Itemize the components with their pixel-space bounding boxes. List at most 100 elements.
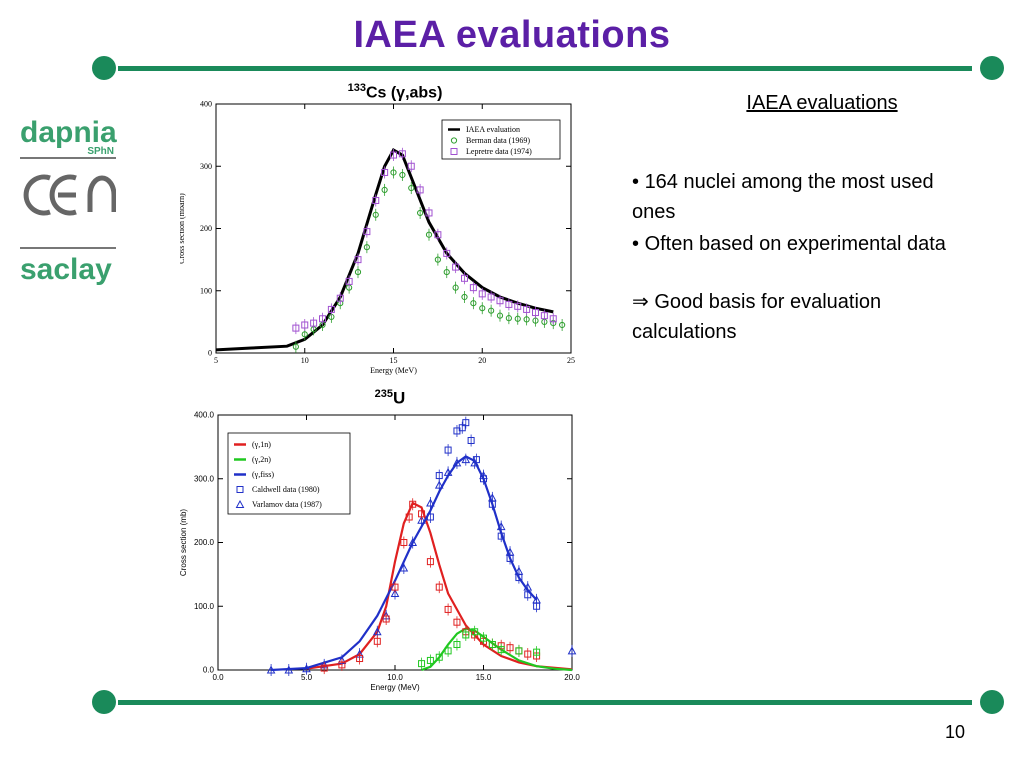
data-point	[400, 539, 408, 546]
chart-1-title-sup: 133	[347, 82, 366, 94]
bottom-rule	[118, 700, 972, 705]
cea-logo	[20, 170, 117, 225]
data-point	[407, 162, 415, 170]
data-point	[382, 615, 390, 623]
data-point	[354, 256, 362, 264]
chart-2-title-sup: 235	[374, 388, 394, 400]
y-tick-label: 0	[208, 349, 212, 358]
chart-1-title-main: Cs (γ,abs)	[365, 84, 443, 102]
saclay-logo: saclay	[20, 253, 112, 286]
chart-1-title: 133Cs (γ,abs)	[330, 82, 460, 102]
data-point	[418, 510, 426, 518]
data-point	[363, 228, 371, 236]
data-point	[462, 419, 470, 427]
data-point	[461, 293, 468, 301]
data-point	[418, 660, 426, 668]
data-point	[301, 331, 308, 338]
data-point	[405, 513, 413, 521]
data-point	[469, 284, 477, 292]
y-tick-label: 300	[200, 162, 212, 171]
data-point	[514, 302, 522, 310]
legend-box	[441, 119, 561, 160]
data-point	[434, 231, 442, 239]
data-point	[381, 186, 388, 194]
bullet-2-marker: •	[632, 233, 645, 255]
data-point	[505, 315, 512, 322]
slide-title: IAEA evaluations	[353, 14, 671, 56]
data-point	[372, 211, 379, 218]
data-point	[514, 315, 521, 322]
legend-label: Varlamov data (1987)	[252, 500, 322, 509]
bottom-right-dot	[980, 690, 1004, 714]
data-point	[532, 309, 539, 317]
logo-divider-1	[20, 157, 116, 159]
legend-swatch	[450, 137, 458, 144]
x-axis-label: Energy (MeV)	[370, 683, 420, 692]
data-point	[540, 312, 548, 320]
data-point	[399, 563, 409, 572]
data-point	[461, 455, 471, 464]
data-point	[480, 634, 487, 642]
legend-label: (γ,fiss)	[252, 470, 274, 479]
data-point	[390, 151, 397, 159]
data-point	[524, 650, 532, 658]
legend-label: Berman data (1969)	[466, 136, 530, 145]
conclusion: ⇒ Good basis for evaluation calculations	[632, 287, 972, 347]
y-axis-label: Cross section (mbarn)	[180, 193, 186, 264]
data-point	[426, 513, 434, 521]
x-axis-label: Energy (MeV)	[370, 366, 417, 375]
data-point	[434, 480, 444, 489]
legend-label: Lepretre data (1974)	[466, 147, 532, 156]
data-point	[452, 284, 459, 291]
data-point	[416, 186, 424, 194]
bullet-1: • 164 nuclei among the most used ones	[632, 167, 972, 227]
data-point	[479, 471, 488, 480]
data-point	[266, 665, 276, 674]
data-point	[292, 324, 300, 332]
data-point	[356, 655, 364, 663]
data-point	[426, 558, 434, 566]
data-point	[408, 184, 415, 192]
legend-label: IAEA evaluation	[466, 125, 520, 134]
data-point	[467, 437, 475, 444]
data-point	[452, 458, 462, 467]
bullet-2: • Often based on experimental data	[632, 229, 972, 259]
data-point	[381, 168, 389, 176]
data-point	[487, 293, 495, 301]
data-point	[292, 343, 299, 350]
data-point	[426, 498, 435, 507]
data-point	[443, 268, 450, 276]
data-point	[372, 627, 382, 636]
data-point	[496, 312, 504, 319]
data-point	[470, 458, 479, 467]
bullet-1-marker: •	[632, 171, 645, 193]
data-point	[452, 263, 460, 271]
data-point	[497, 532, 505, 540]
cea-logo-mark	[23, 174, 117, 216]
data-point	[336, 294, 344, 302]
data-point	[496, 297, 504, 305]
legend-swatch	[236, 486, 244, 493]
series-line	[421, 627, 573, 672]
data-point	[363, 244, 370, 251]
data-point	[523, 316, 530, 323]
series-line	[271, 455, 538, 672]
legend-box	[227, 432, 351, 515]
data-point	[444, 647, 452, 655]
data-point	[390, 169, 397, 176]
top-left-dot	[92, 56, 116, 80]
top-rule	[118, 66, 972, 71]
data-point	[398, 150, 406, 158]
dapnia-logo-sub: SPhN	[87, 146, 114, 157]
data-point	[532, 595, 541, 604]
page-number: 10	[945, 722, 966, 742]
data-point	[319, 315, 326, 323]
legend-label: Caldwell data (1980)	[252, 485, 320, 494]
y-tick-label: 400	[200, 100, 212, 109]
data-point	[320, 664, 328, 672]
bottom-left-dot	[92, 690, 116, 714]
y-axis-label: Cross section (mb)	[179, 509, 188, 576]
data-point	[444, 605, 452, 613]
implies-icon: ⇒	[632, 291, 649, 313]
data-point	[506, 644, 514, 652]
